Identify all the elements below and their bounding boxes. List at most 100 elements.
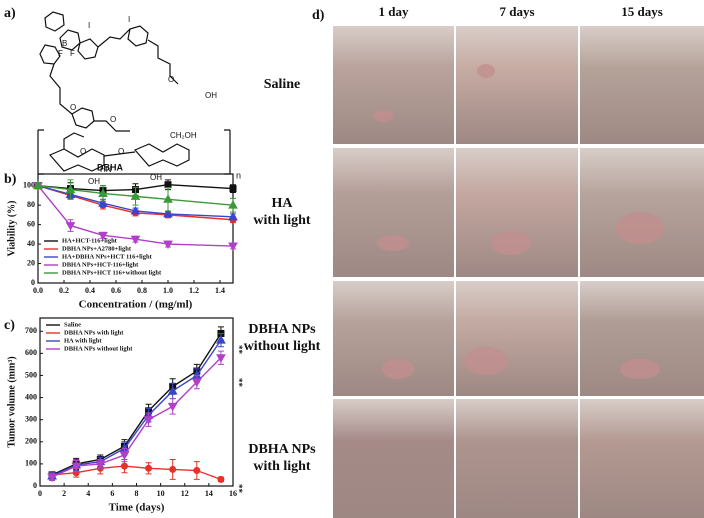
data-point xyxy=(98,188,108,197)
legend-label: Saline xyxy=(64,321,81,328)
x-tick-label: 14 xyxy=(205,489,213,498)
data-point xyxy=(191,378,202,388)
legend-label: DBHA NPs without light xyxy=(64,345,133,352)
photo xyxy=(456,26,578,144)
x-tick-label: 16 xyxy=(229,489,237,498)
data-point xyxy=(120,462,128,470)
structure-label: OH xyxy=(88,177,100,186)
y-tick-label: 400 xyxy=(25,392,37,401)
row-label: without light xyxy=(244,339,321,354)
data-point xyxy=(167,385,178,395)
x-tick-label: 1.2 xyxy=(189,286,199,295)
significance-mark: ** xyxy=(234,345,244,355)
data-point xyxy=(143,416,154,425)
column-header: 7 days xyxy=(499,4,534,19)
structure-label: O xyxy=(80,147,86,156)
panel-label: c) xyxy=(4,318,15,333)
data-point xyxy=(167,402,178,412)
data-point xyxy=(169,465,177,473)
data-point xyxy=(228,200,238,209)
tumor xyxy=(373,110,393,122)
photo-grid xyxy=(333,26,704,518)
structure-label: OH xyxy=(205,91,217,100)
row-label: Saline xyxy=(264,77,301,92)
x-tick-label: 0.6 xyxy=(111,286,121,295)
data-point xyxy=(98,198,108,207)
structure-label: I xyxy=(88,21,90,30)
x-tick-label: 0.0 xyxy=(33,286,43,295)
data-point xyxy=(216,335,226,344)
photo xyxy=(333,281,454,396)
tumor xyxy=(620,359,660,379)
row-label: DBHA NPs xyxy=(248,442,316,457)
structure-label: HN xyxy=(100,165,112,174)
legend-label: DBHA NPs+HCT-116+light xyxy=(62,261,139,268)
y-tick-label: 200 xyxy=(25,437,37,446)
legend-label: HA+DBHA NPs+HCT 116+light xyxy=(62,253,153,260)
x-tick-label: 2 xyxy=(62,489,66,498)
column-header: 1 day xyxy=(379,4,409,19)
x-tick-label: 0.4 xyxy=(85,286,95,295)
structure-label: O xyxy=(110,115,116,124)
y-tick-label: 500 xyxy=(25,370,37,379)
photo xyxy=(580,26,704,144)
y-tick-label: 300 xyxy=(25,415,37,424)
legend-label: HA with light xyxy=(64,337,102,344)
data-point xyxy=(119,451,130,461)
structure-repeat: n xyxy=(236,170,241,180)
structure-label: CH₂OH xyxy=(170,131,197,140)
photo xyxy=(456,281,578,396)
data-point xyxy=(163,208,173,218)
tumor xyxy=(477,64,495,78)
data-point xyxy=(217,475,225,483)
x-tick-label: 0.8 xyxy=(137,286,147,295)
plot-frame xyxy=(37,173,234,284)
data-point xyxy=(130,235,141,245)
photo xyxy=(580,399,704,518)
data-point xyxy=(163,194,173,203)
structure-name: DBHA xyxy=(97,162,123,172)
photo xyxy=(333,148,454,277)
x-tick-label: 6 xyxy=(110,489,114,498)
photo xyxy=(456,148,578,277)
panel-label: d) xyxy=(312,8,325,23)
series-line xyxy=(51,465,222,481)
y-tick-label: 700 xyxy=(25,326,37,335)
tumor xyxy=(377,235,409,251)
y-tick-label: 0 xyxy=(31,278,35,287)
data-point xyxy=(164,181,172,189)
photo xyxy=(333,26,454,144)
significance-mark: ** xyxy=(234,378,244,388)
y-tick-label: 60 xyxy=(27,219,35,228)
y-tick-label: 20 xyxy=(27,258,35,267)
y-tick-label: 100 xyxy=(23,181,35,190)
data-point xyxy=(228,211,238,221)
data-point xyxy=(65,222,76,231)
data-point xyxy=(98,231,108,241)
panel-label: a) xyxy=(4,6,16,21)
data-point xyxy=(95,460,106,469)
y-axis-label: Viability (%) xyxy=(6,200,17,256)
y-tick-label: 600 xyxy=(25,348,37,357)
series-line xyxy=(37,185,234,218)
data-point xyxy=(33,180,43,190)
data-point xyxy=(130,205,141,215)
data-point xyxy=(229,185,237,193)
x-tick-label: 4 xyxy=(86,489,90,498)
data-point xyxy=(228,242,238,252)
significance-mark: ** xyxy=(234,484,244,494)
series-line xyxy=(37,185,234,247)
y-tick-label: 80 xyxy=(27,200,35,209)
legend-label: DBHA NPs with light xyxy=(64,329,124,336)
structure-label: O xyxy=(118,147,124,156)
series-line xyxy=(51,339,222,477)
data-point xyxy=(163,240,173,250)
structure-label: O xyxy=(70,103,76,112)
row-label: with light xyxy=(253,459,311,474)
tumor xyxy=(616,212,664,244)
x-axis-label: Time (days) xyxy=(109,502,165,514)
series-line xyxy=(51,357,222,478)
data-point xyxy=(145,464,153,472)
row-label: DBHA NPs xyxy=(248,322,316,337)
